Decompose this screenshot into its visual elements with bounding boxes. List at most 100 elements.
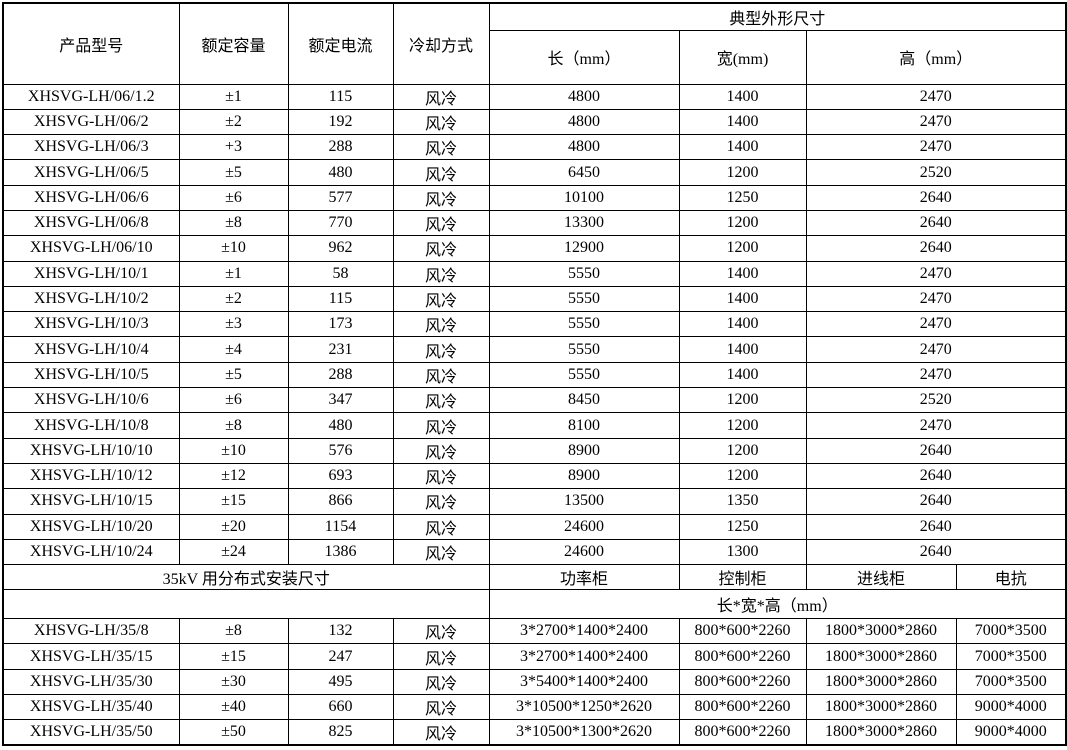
capacity-cell: ±5 xyxy=(178,159,289,186)
table-row: XHSVG-LH/35/50 ±50 825 风冷 3*10500*1300*2620 8… xyxy=(2,719,1067,746)
length-cell: 8450 xyxy=(488,387,680,414)
capacity-cell: ±12 xyxy=(178,462,289,490)
cooling-cell: 风冷 xyxy=(392,285,490,313)
control-cabinet-cell: 800*600*2260 xyxy=(678,668,807,696)
incoming-cabinet-cell: 1800*3000*2860 xyxy=(805,618,957,645)
height-cell: 2470 xyxy=(805,134,1067,161)
width-cell: 1200 xyxy=(678,412,807,439)
cooling-cell: 风冷 xyxy=(392,184,490,211)
current-cell: 347 xyxy=(287,387,394,414)
capacity-cell: ±4 xyxy=(178,336,289,363)
section-35kv-header-row: 35kV 用分布式安装尺寸 功率柜 控制柜 进线柜 电抗 xyxy=(2,564,1067,591)
current-cell: 132 xyxy=(287,618,394,645)
width-cell: 1400 xyxy=(678,260,807,287)
height-cell: 2640 xyxy=(805,538,1067,566)
height-cell: 2470 xyxy=(805,412,1067,439)
length-cell: 4800 xyxy=(488,134,680,161)
col-header-power-cabinet: 功率柜 xyxy=(488,564,680,591)
current-cell: 825 xyxy=(287,719,394,746)
width-cell: 1400 xyxy=(678,83,807,110)
current-cell: 231 xyxy=(287,336,394,363)
reactor-cell: 9000*4000 xyxy=(955,719,1067,746)
control-cabinet-cell: 800*600*2260 xyxy=(678,719,807,746)
table-row: XHSVG-LH/35/15 ±15 247 风冷 3*2700*1400*2400 80… xyxy=(2,643,1067,670)
model-cell: XHSVG-LH/06/8 xyxy=(2,209,180,237)
capacity-cell: ±10 xyxy=(178,235,289,262)
reactor-cell: 7000*3500 xyxy=(955,643,1067,670)
incoming-cabinet-cell: 1800*3000*2860 xyxy=(805,643,957,670)
length-cell: 5550 xyxy=(488,285,680,313)
model-cell: XHSVG-LH/10/2 xyxy=(2,285,180,313)
table-row: XHSVG-LH/10/4 ±4 231 风冷 5550 1400 2470 xyxy=(2,336,1067,363)
model-cell: XHSVG-LH/10/8 xyxy=(2,412,180,439)
control-cabinet-cell: 800*600*2260 xyxy=(678,643,807,670)
capacity-cell: ±10 xyxy=(178,437,289,464)
reactor-cell: 7000*3500 xyxy=(955,668,1067,696)
model-cell: XHSVG-LH/06/10 xyxy=(2,235,180,262)
cooling-cell: 风冷 xyxy=(392,108,490,136)
capacity-cell: ±6 xyxy=(178,387,289,414)
table-row: XHSVG-LH/35/40 ±40 660 风冷 3*10500*1250*2620 8… xyxy=(2,694,1067,721)
width-cell: 1200 xyxy=(678,437,807,464)
power-cabinet-cell: 3*10500*1300*2620 xyxy=(488,719,680,746)
cooling-cell: 风冷 xyxy=(392,643,490,670)
cooling-cell: 风冷 xyxy=(392,311,490,338)
length-cell: 13500 xyxy=(488,488,680,515)
cooling-cell: 风冷 xyxy=(392,694,490,721)
height-cell: 2640 xyxy=(805,209,1067,237)
capacity-cell: ±15 xyxy=(178,488,289,515)
model-cell: XHSVG-LH/06/5 xyxy=(2,159,180,186)
table-row: XHSVG-LH/10/3 ±3 173 风冷 5550 1400 2470 xyxy=(2,311,1067,338)
current-cell: 576 xyxy=(287,437,394,464)
current-cell: 1154 xyxy=(287,513,394,540)
table-row: XHSVG-LH/10/2 ±2 115 风冷 5550 1400 2470 xyxy=(2,285,1067,313)
capacity-cell: ±1 xyxy=(178,260,289,287)
width-cell: 1300 xyxy=(678,538,807,566)
capacity-cell: ±50 xyxy=(178,719,289,746)
model-cell: XHSVG-LH/10/15 xyxy=(2,488,180,515)
length-cell: 6450 xyxy=(488,159,680,186)
section-35kv-header-body: 35kV 用分布式安装尺寸 功率柜 控制柜 进线柜 电抗 长*宽*高（mm） xyxy=(2,564,1067,620)
col-header-length: 长（mm） xyxy=(488,29,680,85)
cooling-cell: 风冷 xyxy=(392,260,490,287)
height-cell: 2640 xyxy=(805,437,1067,464)
width-cell: 1400 xyxy=(678,361,807,389)
model-cell: XHSVG-LH/06/3 xyxy=(2,134,180,161)
capacity-cell: ±8 xyxy=(178,618,289,645)
capacity-cell: ±20 xyxy=(178,513,289,540)
model-cell: XHSVG-LH/10/3 xyxy=(2,311,180,338)
length-cell: 4800 xyxy=(488,108,680,136)
capacity-cell: ±30 xyxy=(178,668,289,696)
length-cell: 24600 xyxy=(488,538,680,566)
control-cabinet-cell: 800*600*2260 xyxy=(678,694,807,721)
height-cell: 2470 xyxy=(805,83,1067,110)
width-cell: 1350 xyxy=(678,488,807,515)
table-row: XHSVG-LH/10/10 ±10 576 风冷 8900 1200 2640 xyxy=(2,437,1067,464)
length-cell: 5550 xyxy=(488,311,680,338)
cooling-cell: 风冷 xyxy=(392,437,490,464)
current-cell: 770 xyxy=(287,209,394,237)
current-cell: 173 xyxy=(287,311,394,338)
capacity-cell: ±40 xyxy=(178,694,289,721)
current-cell: 480 xyxy=(287,412,394,439)
table-row: XHSVG-LH/06/6 ±6 577 风冷 10100 1250 2640 xyxy=(2,184,1067,211)
model-cell: XHSVG-LH/06/2 xyxy=(2,108,180,136)
model-cell: XHSVG-LH/35/50 xyxy=(2,719,180,746)
current-cell: 247 xyxy=(287,643,394,670)
current-cell: 962 xyxy=(287,235,394,262)
table-row: XHSVG-LH/10/12 ±12 693 风冷 8900 1200 2640 xyxy=(2,462,1067,490)
capacity-cell: ±5 xyxy=(178,361,289,389)
power-cabinet-cell: 3*2700*1400*2400 xyxy=(488,643,680,670)
width-cell: 1400 xyxy=(678,311,807,338)
height-cell: 2470 xyxy=(805,260,1067,287)
width-cell: 1400 xyxy=(678,134,807,161)
section-35kv-empty-cell xyxy=(2,589,490,620)
length-cell: 8900 xyxy=(488,462,680,490)
cooling-cell: 风冷 xyxy=(392,513,490,540)
cooling-cell: 风冷 xyxy=(392,668,490,696)
model-cell: XHSVG-LH/10/12 xyxy=(2,462,180,490)
col-header-width: 宽(mm) xyxy=(678,29,807,85)
height-cell: 2640 xyxy=(805,184,1067,211)
model-cell: XHSVG-LH/10/5 xyxy=(2,361,180,389)
